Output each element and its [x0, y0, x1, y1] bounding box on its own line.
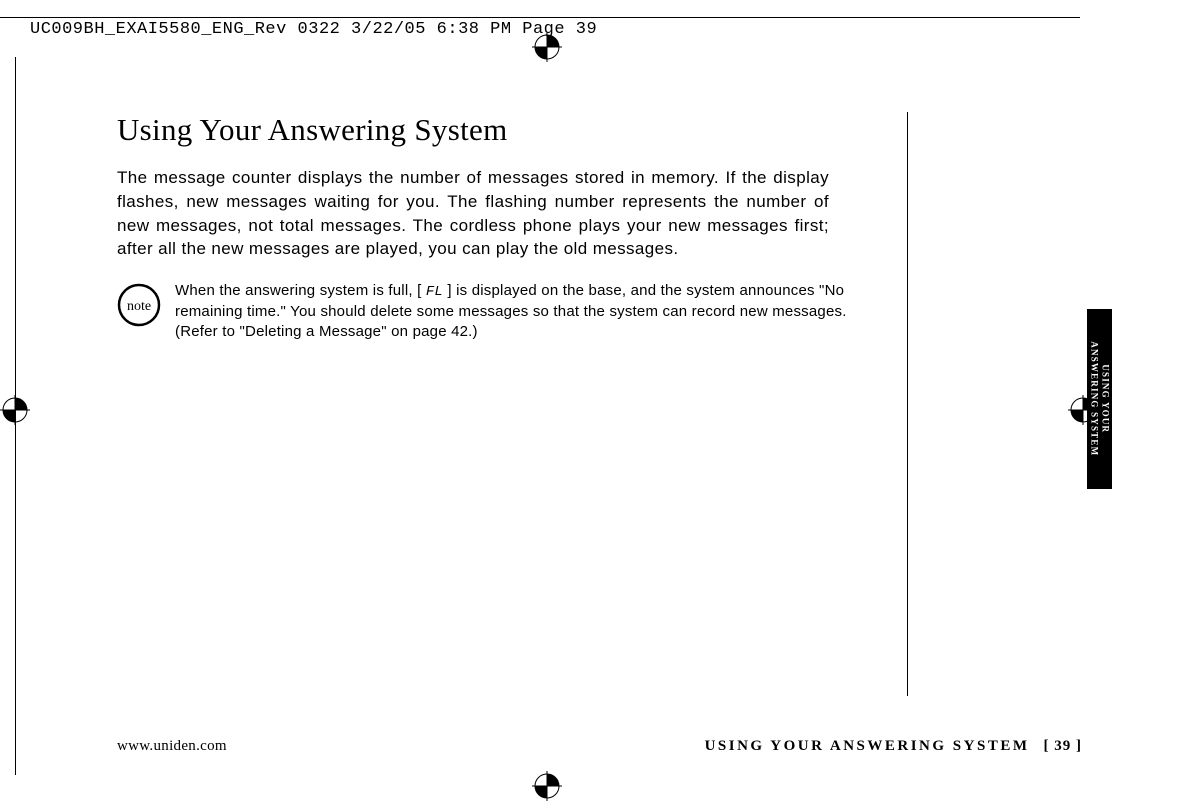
- main-content-area: Using Your Answering System The message …: [117, 112, 897, 343]
- note-text: When the answering system is full, [ FL …: [175, 281, 892, 342]
- body-paragraph: The message counter displays the number …: [117, 166, 829, 261]
- tab-line-2: ANSWERING SYSTEM: [1090, 342, 1100, 457]
- page-footer: www.uniden.com USING YOUR ANSWERING SYST…: [117, 738, 1082, 755]
- prepress-header: UC009BH_EXAI5580_ENG_Rev 0322 3/22/05 6:…: [30, 20, 597, 39]
- page-wrapper: UC009BH_EXAI5580_ENG_Rev 0322 3/22/05 6:…: [0, 0, 1200, 811]
- footer-page-number: [ 39 ]: [1044, 738, 1083, 755]
- svg-text:note: note: [127, 299, 151, 314]
- header-rule: [0, 17, 1080, 18]
- left-trim-line: [15, 57, 16, 775]
- crop-mark-top-icon: [532, 32, 562, 62]
- footer-section-info: USING YOUR ANSWERING SYSTEM [ 39 ]: [705, 738, 1082, 755]
- section-tab: USING YOUR ANSWERING SYSTEM: [1087, 309, 1112, 489]
- note-text-pre: When the answering system is full, [: [175, 282, 426, 299]
- tab-line-1: USING YOUR: [1100, 365, 1110, 434]
- page-title: Using Your Answering System: [117, 112, 897, 148]
- note-block: note When the answering system is full, …: [117, 281, 892, 342]
- crop-mark-bottom-icon: [532, 771, 562, 801]
- note-code: FL: [426, 284, 443, 300]
- footer-section-name: USING YOUR ANSWERING SYSTEM: [705, 738, 1030, 755]
- footer-url: www.uniden.com: [117, 738, 227, 755]
- content-divider-line: [907, 112, 908, 696]
- note-icon: note: [117, 283, 161, 327]
- section-tab-text: USING YOUR ANSWERING SYSTEM: [1089, 342, 1111, 457]
